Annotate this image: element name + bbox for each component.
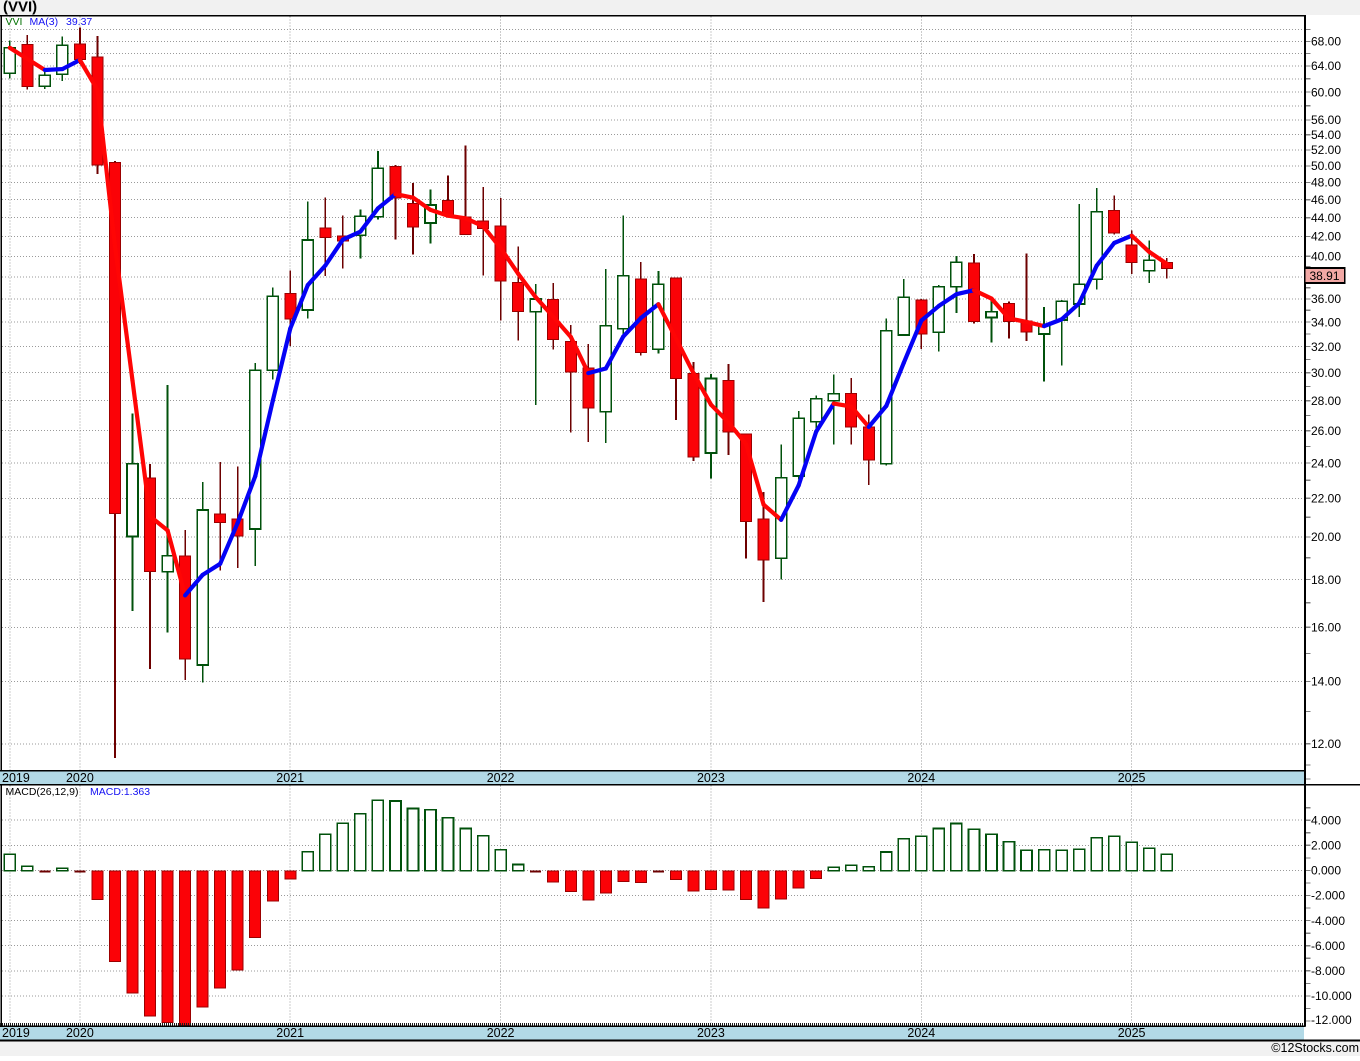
svg-text:-10.000: -10.000 [1311,989,1352,1003]
svg-text:©12Stocks.com: ©12Stocks.com [1271,1041,1359,1055]
svg-text:40.00: 40.00 [1311,249,1341,263]
svg-text:32.00: 32.00 [1311,340,1341,354]
svg-text:12.00: 12.00 [1311,737,1341,751]
svg-text:16.00: 16.00 [1311,620,1341,634]
svg-text:39.37: 39.37 [66,16,92,28]
svg-text:0.000: 0.000 [1311,864,1341,878]
svg-text:4.000: 4.000 [1311,813,1341,827]
svg-text:64.00: 64.00 [1311,59,1341,73]
svg-text:(VVI): (VVI) [3,0,37,16]
svg-text:-4.000: -4.000 [1311,914,1345,928]
svg-text:24.00: 24.00 [1311,456,1341,470]
svg-text:48.00: 48.00 [1311,176,1341,190]
svg-text:-12.000: -12.000 [1311,1013,1352,1027]
svg-text:VVI: VVI [6,16,23,28]
svg-text:26.00: 26.00 [1311,424,1341,438]
svg-text:2024: 2024 [907,771,935,785]
svg-text:2024: 2024 [907,1026,935,1040]
svg-text:22.00: 22.00 [1311,492,1341,506]
svg-text:2025: 2025 [1118,1026,1146,1040]
svg-text:2025: 2025 [1118,771,1146,785]
svg-text:2021: 2021 [276,1026,304,1040]
svg-text:18.00: 18.00 [1311,573,1341,587]
svg-text:30.00: 30.00 [1311,366,1341,380]
svg-text:28.00: 28.00 [1311,394,1341,408]
svg-text:50.00: 50.00 [1311,159,1341,173]
svg-text:MACD:1.363: MACD:1.363 [90,786,150,798]
svg-text:38.91: 38.91 [1310,269,1340,283]
svg-text:2019: 2019 [2,771,30,785]
svg-text:46.00: 46.00 [1311,193,1341,207]
svg-text:44.00: 44.00 [1311,211,1341,225]
svg-text:2021: 2021 [276,771,304,785]
svg-text:2022: 2022 [487,1026,515,1040]
svg-text:-8.000: -8.000 [1311,964,1345,978]
svg-text:42.00: 42.00 [1311,230,1341,244]
svg-text:36.00: 36.00 [1311,292,1341,306]
svg-text:MACD(26,12,9): MACD(26,12,9) [6,786,79,798]
svg-text:60.00: 60.00 [1311,85,1341,99]
svg-text:2.000: 2.000 [1311,839,1341,853]
svg-text:2020: 2020 [66,771,94,785]
svg-text:2023: 2023 [697,1026,725,1040]
svg-text:2020: 2020 [66,1026,94,1040]
svg-text:56.00: 56.00 [1311,113,1341,127]
svg-text:-6.000: -6.000 [1311,939,1345,953]
svg-text:52.00: 52.00 [1311,143,1341,157]
svg-text:54.00: 54.00 [1311,128,1341,142]
svg-text:68.00: 68.00 [1311,35,1341,49]
svg-text:2023: 2023 [697,771,725,785]
svg-text:2019: 2019 [2,1026,30,1040]
svg-text:34.00: 34.00 [1311,315,1341,329]
svg-text:MA(3): MA(3) [30,16,59,28]
svg-text:20.00: 20.00 [1311,530,1341,544]
svg-text:14.00: 14.00 [1311,675,1341,689]
svg-text:-2.000: -2.000 [1311,889,1345,903]
svg-text:2022: 2022 [487,771,515,785]
